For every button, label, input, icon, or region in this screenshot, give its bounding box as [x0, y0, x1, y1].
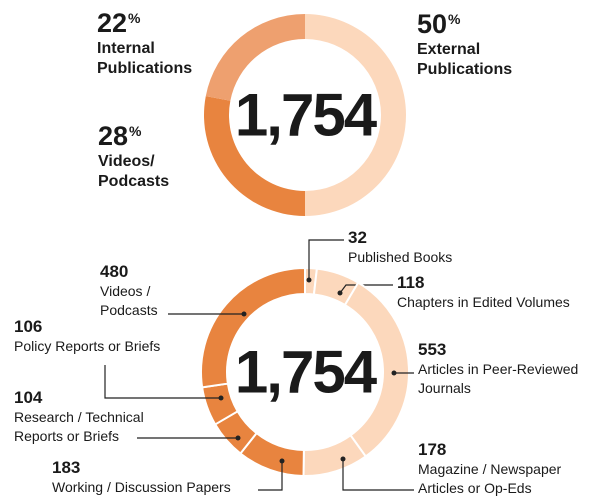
leader-dot — [337, 290, 343, 296]
segment-name: External Publications — [417, 40, 513, 78]
segment-label: 183 Working / Discussion Papers — [52, 458, 231, 497]
segment-name: Working / Discussion Papers — [52, 479, 231, 496]
segment-name: Magazine / Newspaper Articles or Op-Eds — [418, 461, 562, 497]
percent-unit: % — [128, 10, 141, 26]
leader-line — [308, 239, 344, 280]
center-total: 1,754 — [234, 81, 377, 149]
percent-value: 22 — [97, 8, 128, 38]
leader-dot — [279, 458, 285, 464]
segment-label: 480 Videos / Podcasts — [100, 262, 158, 320]
segment-name: Research / Technical Reports or Briefs — [14, 409, 144, 445]
segment-label: 28% Videos/ Podcasts — [98, 121, 170, 192]
leader-dot — [340, 456, 346, 462]
segment-value: 118 — [397, 273, 425, 292]
segment-value: 183 — [52, 458, 81, 477]
leader-dot — [306, 277, 312, 283]
leader-line — [104, 365, 221, 399]
segment-name: Chapters in Edited Volumes — [397, 294, 570, 311]
segment-label: 104 Research / Technical Reports or Brief… — [14, 388, 144, 446]
percent: 28% — [98, 121, 169, 152]
segment-name: Articles in Peer-Reviewed Journals — [418, 361, 579, 397]
segment-value: 32 — [348, 228, 367, 247]
segment-value: 178 — [418, 440, 447, 459]
percent-value: 50 — [417, 9, 448, 39]
leader-dot — [241, 311, 247, 317]
segment-value: 480 — [100, 262, 129, 281]
segment-label: 118 Chapters in Edited Volumes — [397, 273, 570, 312]
leader-dot — [218, 395, 224, 401]
segment-value: 104 — [14, 388, 43, 407]
segment-name: Internal Publications — [97, 39, 193, 77]
percent-unit: % — [448, 11, 461, 27]
segment-label: 178 Magazine / Newspaper Articles or Op-E… — [418, 440, 561, 498]
segment-label: 22% Internal Publications — [97, 8, 193, 79]
leader-line — [258, 461, 283, 491]
donut-segment — [205, 14, 305, 101]
percent: 22% — [97, 8, 192, 39]
center-total: 1,754 — [234, 338, 377, 406]
leader-dot — [235, 435, 241, 441]
donut-segment — [200, 266, 306, 389]
segment-name: Policy Reports or Briefs — [14, 338, 161, 355]
donut-segment — [305, 14, 406, 216]
segment-value: 106 — [14, 317, 43, 336]
segment-name: Videos/ Podcasts — [98, 152, 170, 190]
segment-label: 106 Policy Reports or Briefs — [14, 317, 160, 356]
percent-unit: % — [129, 123, 142, 139]
donut-segment — [204, 96, 305, 216]
leader-line — [339, 284, 393, 294]
segment-label: 50% External Publications — [417, 9, 513, 80]
percent: 50% — [417, 9, 512, 40]
segment-label: 32 Published Books — [348, 228, 452, 267]
percent-value: 28 — [98, 121, 129, 151]
segment-value: 553 — [418, 340, 447, 359]
leader-line — [342, 459, 414, 491]
segment-name: Videos / Podcasts — [100, 283, 158, 319]
segment-label: 553 Articles in Peer-Reviewed Journals — [418, 340, 578, 398]
leader-dot — [391, 370, 397, 376]
segment-name: Published Books — [348, 249, 453, 266]
